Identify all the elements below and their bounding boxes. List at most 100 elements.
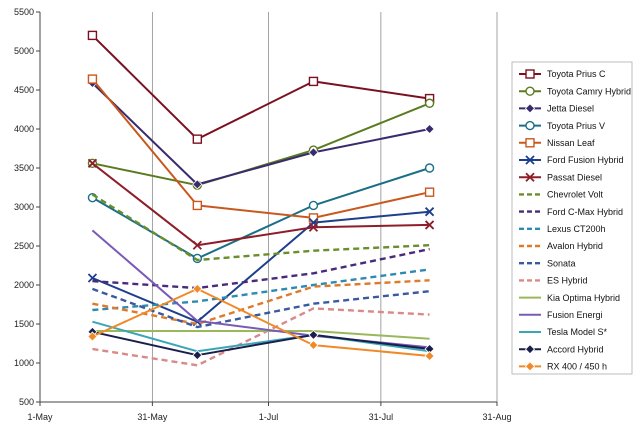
data-point (192, 240, 202, 250)
legend-label: Passat Diesel (547, 172, 602, 182)
data-point (424, 98, 435, 108)
y-tick-label: 4500 (14, 85, 34, 95)
y-tick-label: 500 (19, 397, 34, 407)
legend-item: Passat Diesel (519, 172, 602, 182)
series-7 (87, 158, 435, 250)
series-line (92, 330, 430, 340)
series-line (91, 287, 430, 329)
series-5 (87, 74, 435, 223)
x-tick-label: 31-Jul (369, 412, 394, 422)
legend-label: ES Hybrid (547, 276, 588, 286)
y-tick-label: 1000 (14, 358, 34, 368)
series-line (91, 193, 430, 262)
data-point (192, 283, 203, 294)
legend-label: Accord Hybrid (547, 344, 604, 354)
legend-label: Tesla Model S* (547, 327, 608, 337)
series-12 (91, 287, 430, 329)
legend-label: Nissan Leaf (547, 138, 595, 148)
series-line (92, 320, 430, 353)
legend-label: RX 400 / 450 h (547, 362, 607, 372)
data-point (308, 200, 319, 211)
legend-marker (524, 361, 536, 372)
legend-item: Sonata (519, 258, 576, 268)
legend-item: Fusion Energi (519, 310, 603, 320)
legend-label: Fusion Energi (547, 310, 603, 320)
legend-label: Kia Optima Hybrid (547, 293, 620, 303)
data-point (424, 350, 435, 362)
data-point (308, 339, 319, 351)
data-point (424, 220, 435, 230)
x-tick-label: 1-Jul (259, 412, 279, 422)
series-line (92, 210, 430, 323)
y-tick-label: 5000 (14, 46, 34, 56)
series-9 (92, 247, 430, 290)
series-10 (92, 268, 430, 312)
y-tick-label: 2500 (14, 241, 34, 251)
series-line (92, 330, 430, 357)
legend-marker (525, 69, 535, 79)
legend-item: Tesla Model S* (519, 327, 608, 337)
series-line (91, 78, 430, 219)
data-point (424, 187, 435, 197)
y-tick-label: 3500 (14, 163, 34, 173)
y-tick-label: 3000 (14, 202, 34, 212)
legend-label: Ford Fusion Hybrid (547, 155, 624, 165)
legend-item: ES Hybrid (519, 276, 588, 286)
series-14 (92, 330, 430, 340)
series-line (92, 279, 430, 326)
legend-frame (511, 61, 633, 375)
legend-marker (524, 344, 536, 355)
series-line (91, 34, 430, 141)
legend-item: Toyota Camry Hybrid (519, 86, 631, 96)
series-17 (87, 326, 435, 361)
legend: Toyota Prius C Toyota Camry Hybrid Jetta D… (511, 61, 633, 375)
legend-label: Toyota Prius V (547, 121, 605, 131)
legend-item: Ford Fusion Hybrid (519, 155, 624, 165)
data-point (308, 329, 319, 340)
series-layer (87, 30, 435, 367)
legend-label: Avalon Hybrid (547, 241, 603, 251)
y-tick-label: 2000 (14, 280, 34, 290)
legend-marker (525, 155, 535, 165)
legend-item: Nissan Leaf (519, 138, 595, 148)
data-point (192, 179, 203, 190)
legend-item: Accord Hybrid (519, 344, 604, 354)
legend-label: Ford C-Max Hybrid (547, 207, 623, 217)
x-tick-label: 1-May (27, 412, 53, 422)
series-line (91, 162, 430, 247)
legend-marker (525, 172, 535, 182)
data-point (87, 74, 98, 84)
legend-item: Chevrolet Volt (519, 190, 604, 200)
legend-label: Lexus CT200h (547, 224, 606, 234)
data-point (308, 222, 319, 232)
series-11 (92, 279, 430, 326)
series-13 (92, 307, 430, 367)
series-18 (87, 283, 435, 362)
legend-item: Jetta Diesel (519, 103, 594, 114)
series-8 (91, 193, 430, 262)
series-line (91, 82, 430, 186)
legend-label: Toyota Prius C (547, 69, 606, 79)
legend-item: RX 400 / 450 h (519, 361, 607, 372)
data-point (192, 200, 203, 211)
data-point (87, 158, 98, 168)
series-16 (92, 320, 430, 353)
legend-item: Lexus CT200h (519, 224, 606, 234)
legend-label: Jetta Diesel (547, 104, 594, 114)
x-tick-label: 31-Aug (482, 412, 511, 422)
legend-item: Kia Optima Hybrid (519, 293, 620, 303)
data-point (192, 350, 203, 361)
series-line (92, 247, 430, 290)
series-line (92, 307, 430, 367)
legend-marker (525, 138, 535, 148)
data-point (308, 147, 319, 158)
data-point (308, 76, 319, 87)
legend-item: Avalon Hybrid (519, 241, 603, 251)
y-tick-label: 1500 (14, 319, 34, 329)
y-tick-label: 5500 (14, 7, 34, 17)
grid-layer (151, 12, 498, 402)
x-tick-label: 31-May (137, 412, 168, 422)
legend-item: Toyota Prius V (519, 121, 605, 131)
series-line (92, 268, 430, 312)
